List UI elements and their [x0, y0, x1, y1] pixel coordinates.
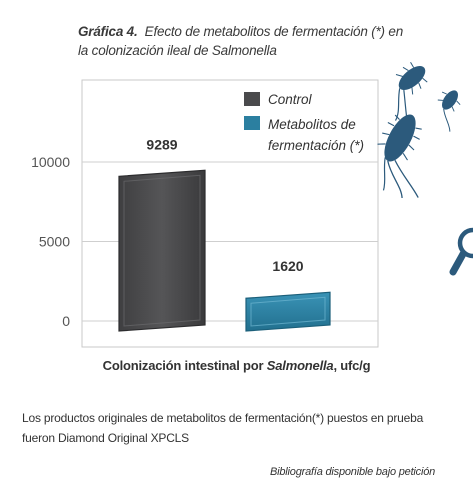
plot-border — [81, 79, 379, 348]
title-text: Efecto de metabolitos de fermentación (*… — [78, 24, 404, 58]
bars: 9289 1620 — [118, 136, 331, 332]
x-axis-label-suffix: , ufc/g — [333, 358, 371, 373]
legend-swatch-control — [244, 92, 260, 106]
bar-value-label: 1620 — [272, 258, 303, 274]
magnifier-icon — [449, 227, 473, 276]
x-axis-label: Colonización intestinal por Salmonella, … — [0, 358, 473, 373]
x-axis-label-italic: Salmonella — [266, 358, 334, 373]
plot-frame — [81, 79, 379, 348]
figure-label: Gráfica 4. — [78, 24, 138, 39]
chart-title: Gráfica 4. Efecto de metabolitos de ferm… — [78, 22, 408, 60]
legend-label-control: Control — [268, 92, 313, 107]
bar-chart: 0 5000 10000 9289 1620 Control Metabolitos d… — [31, 62, 473, 348]
y-tick-label: 0 — [62, 313, 70, 329]
y-axis: 0 5000 10000 — [31, 154, 378, 329]
y-tick-label: 5000 — [39, 234, 70, 250]
legend-swatch-metabolitos — [244, 116, 260, 130]
y-tick-label: 10000 — [31, 154, 70, 170]
bar-value-label: 9289 — [146, 136, 177, 152]
bar-bevel — [123, 174, 201, 327]
bar-bevel — [250, 296, 326, 327]
bibliography-note: Bibliografía disponible bajo petición — [270, 466, 436, 478]
legend-label-metabolitos: Metabolitos de fermentación (*) — [268, 117, 364, 153]
bar — [118, 169, 206, 332]
legend: Control Metabolitos de fermentación (*) — [244, 92, 364, 153]
bacteria-icon — [377, 62, 461, 199]
caption: Los productos originales de metabolitos … — [22, 411, 424, 445]
x-axis-label-prefix: Colonización intestinal por — [102, 358, 267, 373]
